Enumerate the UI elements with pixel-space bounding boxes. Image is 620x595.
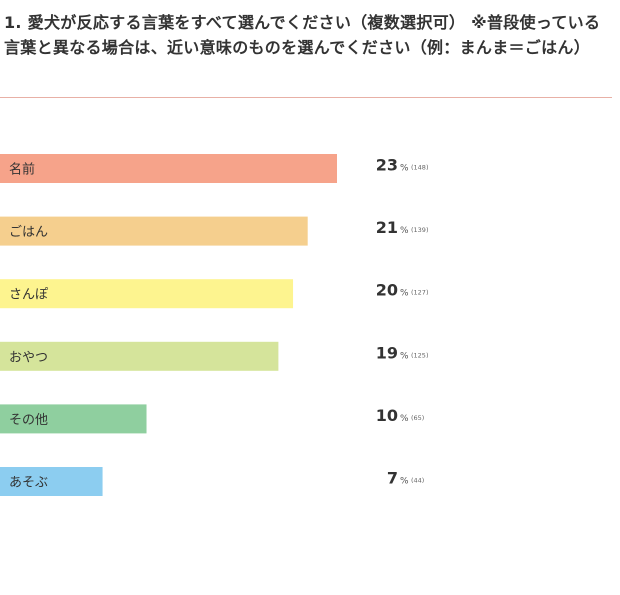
bar <box>0 216 308 246</box>
count-label: (125) <box>411 351 428 359</box>
bar-label: その他 <box>9 413 48 428</box>
bar <box>0 154 337 183</box>
percent-sign: % <box>400 477 409 487</box>
count-label: (139) <box>411 226 428 234</box>
bar-label: さんぽ <box>9 288 48 303</box>
bar <box>0 467 103 496</box>
bar-label: ごはん <box>9 224 48 240</box>
bar-label: おやつ <box>9 350 48 365</box>
value-label: 10 <box>376 406 398 425</box>
question-title: 1. 愛犬が反応する言葉をすべて選んでください（複数選択可） ※普段使っている言… <box>4 13 601 57</box>
bar <box>0 341 279 371</box>
value-label: 20 <box>376 281 398 300</box>
percent-sign: % <box>400 226 409 236</box>
count-label: (127) <box>411 289 428 297</box>
value-label: 23 <box>376 156 398 175</box>
percent-sign: % <box>400 164 409 174</box>
bar <box>0 279 294 309</box>
bar-label: あそぶ <box>9 476 48 491</box>
percent-sign: % <box>400 289 409 299</box>
title-divider <box>0 97 612 98</box>
bar <box>0 404 147 434</box>
bar-label: 名前 <box>9 162 35 178</box>
percent-sign: % <box>400 351 409 361</box>
count-label: (44) <box>411 477 424 485</box>
count-label: (148) <box>411 164 428 172</box>
value-label: 19 <box>376 343 398 362</box>
value-label: 21 <box>376 218 398 237</box>
count-label: (65) <box>411 414 424 422</box>
percent-sign: % <box>400 414 409 424</box>
value-label: 7 <box>387 469 398 488</box>
